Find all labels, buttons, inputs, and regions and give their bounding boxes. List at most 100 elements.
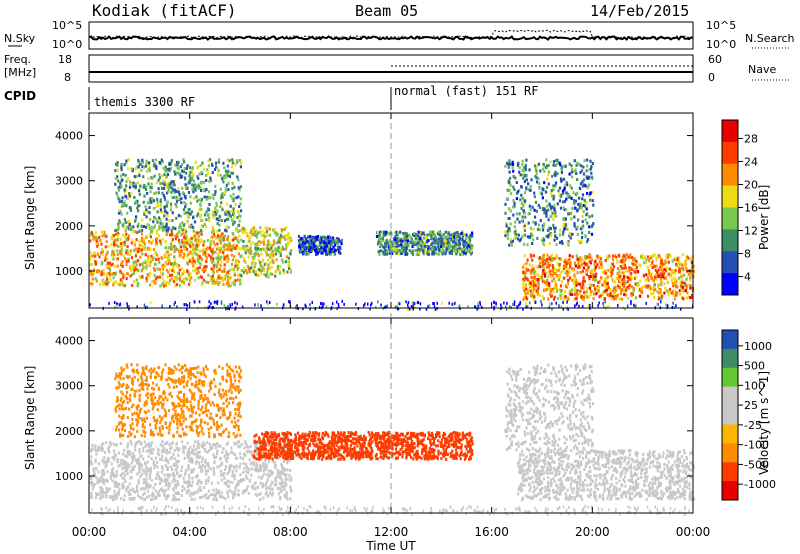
power-cell	[170, 240, 173, 244]
power-cell	[301, 241, 304, 245]
power-cell	[522, 277, 525, 281]
power-noise	[525, 305, 527, 309]
power-cell	[127, 234, 130, 238]
power-cell	[575, 281, 579, 284]
power-cell	[573, 159, 576, 163]
power-cell	[166, 186, 169, 190]
power-cell	[215, 212, 218, 216]
velocity-cell	[188, 450, 191, 454]
power-cell	[198, 208, 201, 212]
power-cell	[621, 256, 625, 260]
power-cell	[447, 231, 450, 235]
power-cell	[582, 172, 586, 176]
power-cell	[147, 177, 150, 181]
power-cell	[195, 231, 198, 235]
power-cell	[158, 239, 161, 243]
power-cell	[590, 171, 593, 175]
power-cell	[523, 191, 526, 195]
power-cell	[677, 265, 680, 269]
power-cell	[446, 247, 449, 251]
power-noise	[318, 305, 321, 309]
power-cell	[222, 283, 225, 287]
power-cell	[219, 187, 222, 191]
power-cell	[591, 269, 594, 273]
velocity-cell	[275, 479, 278, 483]
power-cell	[536, 292, 539, 296]
power-cell	[137, 209, 140, 213]
power-noise	[385, 305, 387, 309]
power-cell	[523, 283, 526, 287]
power-cell	[322, 245, 325, 249]
power-cell	[166, 173, 170, 176]
power-cell	[162, 284, 166, 288]
power-cell	[460, 247, 463, 251]
power-cell	[286, 241, 289, 245]
power-cell	[609, 274, 613, 278]
power-cell	[630, 292, 633, 296]
power-cell	[612, 292, 615, 296]
power-cell	[420, 239, 423, 243]
power-cell	[138, 192, 141, 196]
power-cell	[469, 238, 472, 242]
velocity-cell	[242, 457, 245, 461]
power-cell	[653, 265, 656, 269]
power-cell	[223, 176, 226, 180]
power-noise	[367, 302, 369, 306]
power-cell	[159, 182, 162, 185]
power-cell	[167, 270, 170, 274]
power-noise	[451, 302, 453, 306]
power-cell	[609, 293, 612, 297]
power-cell	[507, 165, 510, 169]
power-cell	[270, 246, 273, 250]
power-cell	[188, 224, 191, 228]
velocity-cell	[269, 491, 272, 495]
power-cell	[136, 231, 139, 235]
power-cell	[234, 247, 237, 250]
power-cell	[533, 191, 536, 195]
power-cell	[95, 279, 98, 283]
power-cell	[160, 225, 163, 229]
power-cell	[194, 261, 197, 265]
power-cell	[683, 273, 686, 277]
power-cell	[161, 191, 164, 195]
power-cell	[111, 272, 114, 276]
power-cell	[175, 205, 178, 209]
power-cell	[539, 261, 542, 265]
power-cell	[95, 235, 98, 239]
power-cell	[231, 232, 234, 235]
velocity-cell	[130, 475, 133, 479]
power-cell	[225, 259, 228, 263]
power-noise	[325, 305, 328, 309]
velocity-cell	[241, 491, 245, 495]
power-cell	[208, 203, 211, 206]
power-noise	[371, 301, 373, 305]
power-cell	[199, 229, 203, 232]
power-cell	[227, 188, 230, 192]
power-cell	[522, 209, 525, 213]
power-cell	[581, 220, 584, 224]
power-cell	[146, 201, 149, 205]
power-cell	[560, 166, 563, 170]
power-noise	[266, 300, 268, 304]
velocity-cell	[226, 472, 229, 476]
power-cell	[194, 188, 197, 192]
power-cell	[443, 249, 446, 253]
power-cell	[188, 239, 191, 243]
power-cell	[174, 163, 177, 167]
velocity-cell	[177, 460, 180, 463]
power-cell	[178, 226, 181, 230]
power-cell	[153, 274, 156, 278]
power-noise	[581, 304, 584, 308]
power-cell	[136, 284, 139, 288]
power-cell	[128, 223, 131, 226]
power-noise	[405, 300, 407, 304]
power-cell	[547, 235, 550, 239]
power-cell	[584, 293, 587, 297]
power-cell	[586, 221, 589, 225]
power-cell	[648, 284, 651, 288]
power-cell	[211, 274, 215, 278]
power-cell	[122, 241, 125, 245]
power-cell	[148, 206, 151, 210]
power-cell	[594, 260, 597, 263]
power-cell	[128, 180, 132, 184]
